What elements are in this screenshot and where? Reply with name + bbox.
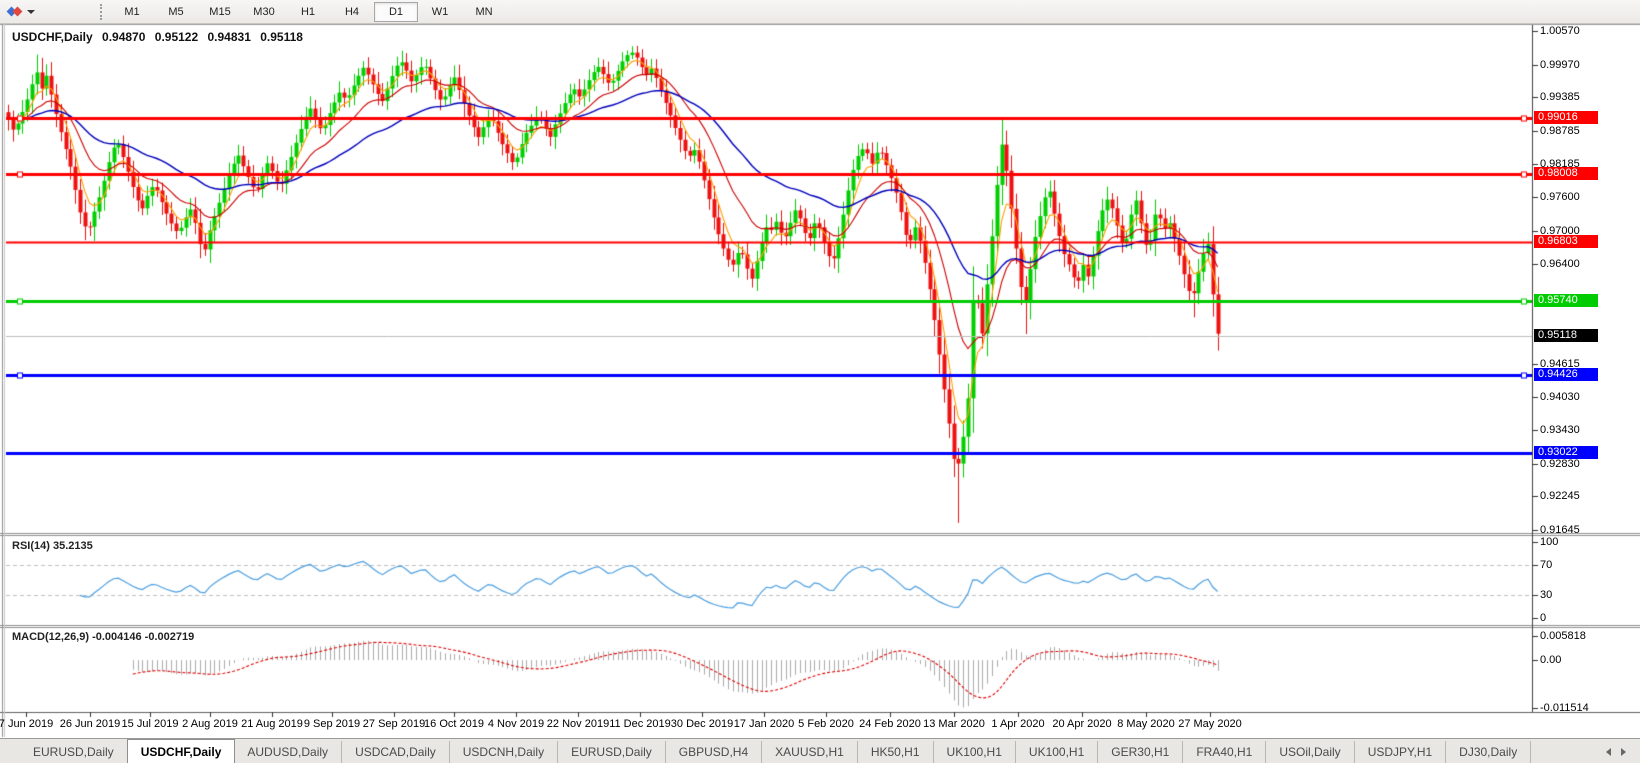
x-axis-date-label: 11 Dec 2019 bbox=[609, 718, 671, 730]
chart-tab-eurusd-daily[interactable]: EURUSD,Daily bbox=[558, 741, 666, 763]
price-line-tag: 0.96803 bbox=[1534, 234, 1598, 248]
chart-tab-gbpusd-h4[interactable]: GBPUSD,H4 bbox=[666, 741, 763, 763]
quote-open: 0.94870 bbox=[102, 30, 146, 44]
x-axis-date-label: 1 Apr 2020 bbox=[991, 718, 1045, 730]
chart-tab-bar: EURUSD,Daily USDCHF,Daily AUDUSD,Daily USDC… bbox=[0, 738, 1640, 763]
rsi-scale-label: 100 bbox=[1540, 536, 1559, 548]
chart-tab-usoil-daily[interactable]: USOil,Daily bbox=[1266, 741, 1355, 763]
timeframe-button-m15[interactable]: M15 bbox=[209, 5, 231, 18]
x-axis-date-label: 4 Nov 2019 bbox=[487, 718, 545, 730]
macd-scale-label: 0.005818 bbox=[1540, 630, 1586, 642]
x-axis-date-label: 24 Feb 2020 bbox=[859, 718, 921, 730]
x-axis-date-label: 2 Aug 2019 bbox=[182, 718, 238, 730]
y-axis-tick-label: 0.91645 bbox=[1540, 523, 1580, 536]
tab-scroll-left-icon[interactable] bbox=[1606, 748, 1611, 756]
timeframe-button-m5[interactable]: M5 bbox=[168, 5, 184, 18]
timeframe-button-w1[interactable]: W1 bbox=[431, 5, 449, 18]
y-axis-tick-label: 0.99385 bbox=[1540, 91, 1580, 104]
quote-low: 0.94831 bbox=[207, 30, 251, 44]
y-axis-tick-label: 0.97600 bbox=[1540, 191, 1580, 204]
rsi-scale-label: 70 bbox=[1540, 558, 1553, 571]
chart-tab-usdcnh-daily[interactable]: USDCNH,Daily bbox=[450, 741, 559, 763]
chart-tabs: EURUSD,Daily USDCHF,Daily AUDUSD,Daily USDC… bbox=[20, 739, 1532, 763]
chart-tab-xauusd-h1[interactable]: XAUUSD,H1 bbox=[762, 741, 858, 763]
timeframe-button-mn[interactable]: MN bbox=[475, 5, 493, 18]
chart-objects-icon bbox=[12, 6, 23, 17]
x-axis-date-label: 26 Jun 2019 bbox=[59, 718, 121, 730]
x-axis-date-label: 5 Feb 2020 bbox=[798, 718, 854, 730]
chart-tab-eurusd-daily[interactable]: EURUSD,Daily bbox=[20, 741, 128, 763]
x-axis-date-label: 30 Dec 2019 bbox=[670, 718, 734, 730]
y-axis-tick-label: 0.92245 bbox=[1540, 490, 1580, 503]
current-price-tag: 0.95118 bbox=[1534, 328, 1598, 342]
rsi-scale-label: 30 bbox=[1540, 589, 1553, 602]
x-axis-date-label: 27 Sep 2019 bbox=[362, 718, 426, 730]
toolbar-grip[interactable] bbox=[100, 3, 102, 20]
timeframe-button-h1[interactable]: H1 bbox=[300, 5, 316, 18]
y-axis-tick-label: 0.99970 bbox=[1540, 58, 1580, 71]
x-axis-date-label: 13 Mar 2020 bbox=[923, 718, 985, 730]
x-axis-date-label: 20 Apr 2020 bbox=[1052, 718, 1112, 730]
tab-scroll-right-icon[interactable] bbox=[1621, 748, 1626, 756]
timeframe-button-m30[interactable]: M30 bbox=[253, 5, 275, 18]
price-line-tag: 0.95740 bbox=[1534, 294, 1598, 308]
x-axis-date-label: 17 Jan 2020 bbox=[733, 718, 795, 730]
chart-tab-usdjpy-h1[interactable]: USDJPY,H1 bbox=[1355, 741, 1447, 763]
chevron-down-icon bbox=[27, 9, 35, 14]
x-axis-date-label: 15 Jul 2019 bbox=[121, 718, 179, 730]
y-axis-tick-label: 0.92830 bbox=[1540, 457, 1580, 470]
timeframe-button-m1[interactable]: M1 bbox=[124, 5, 140, 18]
chart-tab-usdchf-daily[interactable]: USDCHF,Daily bbox=[126, 739, 236, 763]
timeframe-button-d1[interactable]: D1 bbox=[374, 1, 418, 22]
y-axis-tick-label: 0.97000 bbox=[1540, 224, 1580, 237]
timeframe-button-h4[interactable]: H4 bbox=[344, 5, 360, 18]
price-line-tag: 0.98008 bbox=[1534, 167, 1598, 181]
chart-tab-ger30-h1[interactable]: GER30,H1 bbox=[1098, 741, 1184, 763]
y-axis-tick-label: 0.94615 bbox=[1540, 357, 1580, 370]
chart-symbol-period: USDCHF,Daily bbox=[12, 30, 93, 44]
quote-close: 0.95118 bbox=[260, 30, 303, 44]
y-axis-tick-label: 0.96400 bbox=[1540, 258, 1580, 271]
x-axis-date-label: 27 May 2020 bbox=[1178, 718, 1242, 730]
x-axis-date-label: 16 Oct 2019 bbox=[424, 718, 484, 730]
price-line-tag: 0.94426 bbox=[1534, 367, 1598, 381]
price-line-tag: 0.99016 bbox=[1534, 111, 1598, 124]
y-axis-tick-label: 0.94030 bbox=[1540, 390, 1580, 403]
x-axis-date-label: 7 Jun 2019 bbox=[0, 718, 54, 730]
y-axis-tick-label: 0.93430 bbox=[1540, 424, 1580, 437]
x-axis-date-label: 8 May 2020 bbox=[1117, 718, 1175, 730]
macd-indicator-label: MACD(12,26,9) -0.004146 -0.002719 bbox=[12, 631, 195, 643]
chart-tab-audusd-daily[interactable]: AUDUSD,Daily bbox=[234, 741, 343, 763]
chart-tab-fra40-h1[interactable]: FRA40,H1 bbox=[1183, 741, 1267, 763]
rsi-scale-label: 0 bbox=[1540, 612, 1547, 624]
chart-tab-usdcad-daily[interactable]: USDCAD,Daily bbox=[342, 741, 450, 763]
x-axis-date-label: 22 Nov 2019 bbox=[546, 718, 610, 730]
chart-tab-dj30-daily[interactable]: DJ30,Daily bbox=[1446, 741, 1532, 763]
chart-title: USDCHF,Daily 0.94870 0.95122 0.94831 0.9… bbox=[12, 30, 309, 44]
chart-tab-uk100-h1[interactable]: UK100,H1 bbox=[934, 741, 1016, 763]
chart-tab-hk50-h1[interactable]: HK50,H1 bbox=[858, 741, 934, 763]
rsi-indicator-label: RSI(14) 35.2135 bbox=[12, 540, 93, 552]
toolbar: M1 M5 M15 M30 H1 H4 D1 W1 MN bbox=[0, 0, 1640, 24]
y-axis-tick-label: 0.98785 bbox=[1540, 124, 1580, 137]
price-line-tag: 0.93022 bbox=[1534, 445, 1598, 459]
timeframe-toolbar: M1 M5 M15 M30 H1 H4 D1 W1 MN bbox=[110, 0, 506, 23]
macd-scale-label: -0.011514 bbox=[1540, 702, 1589, 714]
chart-tab-uk100-h1[interactable]: UK100,H1 bbox=[1016, 741, 1099, 763]
x-axis-date-label: 21 Aug 2019 bbox=[241, 718, 303, 730]
chart-objects-button[interactable] bbox=[3, 5, 40, 18]
tab-scroll-arrows bbox=[1606, 740, 1626, 763]
y-axis-tick-label: 1.00570 bbox=[1540, 25, 1580, 38]
macd-scale-label: 0.00 bbox=[1540, 654, 1562, 667]
quote-high: 0.95122 bbox=[154, 30, 199, 44]
x-axis-date-label: 9 Sep 2019 bbox=[303, 718, 361, 730]
